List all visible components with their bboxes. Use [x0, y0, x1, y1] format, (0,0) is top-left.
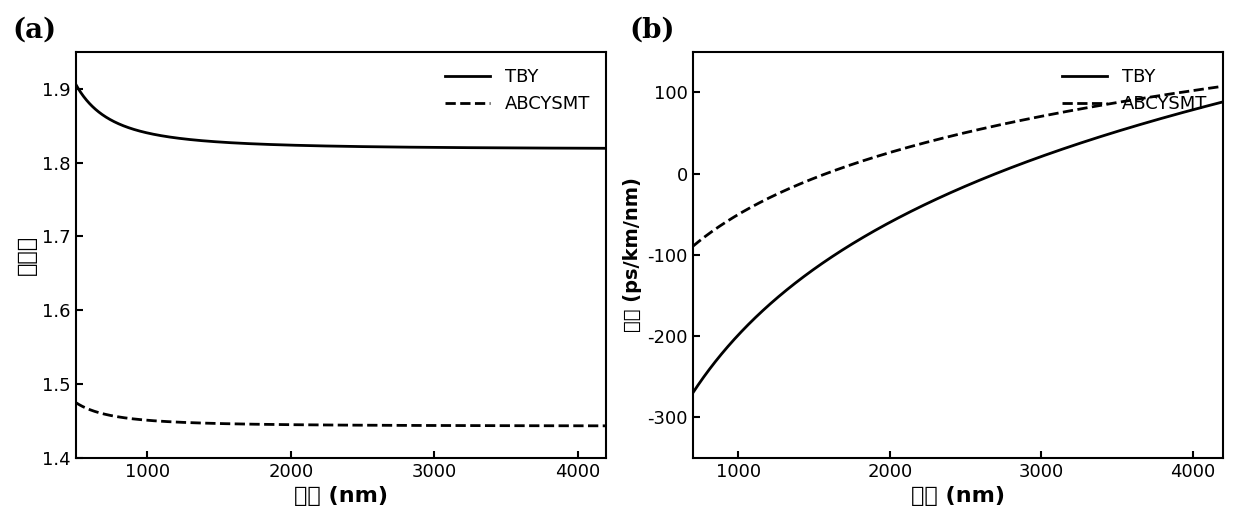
Line: ABCYSMT: ABCYSMT	[76, 403, 606, 426]
TBY	[713, 353, 728, 359]
ABCYSMT	[95, 411, 110, 417]
ABCYSMT	[944, 133, 959, 139]
ABCYSMT	[486, 423, 501, 429]
ABCYSMT	[929, 137, 944, 143]
TBY	[95, 112, 110, 118]
TBY	[312, 143, 327, 149]
TBY	[486, 145, 501, 151]
TBY	[583, 145, 598, 151]
TBY	[929, 196, 944, 202]
Y-axis label: 色散 (ps/km/nm): 色散 (ps/km/nm)	[622, 177, 642, 332]
ABCYSMT	[68, 400, 83, 406]
ABCYSMT	[713, 223, 728, 229]
TBY	[1216, 99, 1231, 105]
X-axis label: 波长 (nm): 波长 (nm)	[911, 486, 1006, 506]
Text: (b): (b)	[629, 17, 675, 43]
Line: TBY: TBY	[76, 84, 606, 149]
ABCYSMT	[1200, 85, 1215, 92]
Legend: TBY, ABCYSMT: TBY, ABCYSMT	[1055, 61, 1214, 120]
ABCYSMT	[583, 423, 598, 429]
TBY	[1200, 103, 1215, 109]
TBY	[583, 145, 598, 151]
TBY	[944, 189, 959, 196]
ABCYSMT	[1216, 83, 1231, 89]
ABCYSMT	[312, 422, 327, 428]
ABCYSMT	[1200, 85, 1215, 92]
TBY	[686, 390, 701, 396]
ABCYSMT	[1104, 100, 1118, 107]
Line: ABCYSMT: ABCYSMT	[693, 86, 1224, 246]
Legend: TBY, ABCYSMT: TBY, ABCYSMT	[438, 61, 598, 120]
Line: TBY: TBY	[693, 102, 1224, 393]
ABCYSMT	[686, 243, 701, 249]
X-axis label: 波长 (nm): 波长 (nm)	[294, 486, 388, 506]
ABCYSMT	[326, 422, 341, 428]
ABCYSMT	[599, 423, 614, 429]
Y-axis label: 折射率: 折射率	[16, 235, 37, 275]
TBY	[68, 81, 83, 87]
Text: (a): (a)	[12, 17, 56, 43]
TBY	[326, 143, 341, 149]
ABCYSMT	[583, 423, 598, 429]
TBY	[599, 145, 614, 152]
TBY	[1104, 130, 1118, 137]
TBY	[1200, 103, 1215, 109]
